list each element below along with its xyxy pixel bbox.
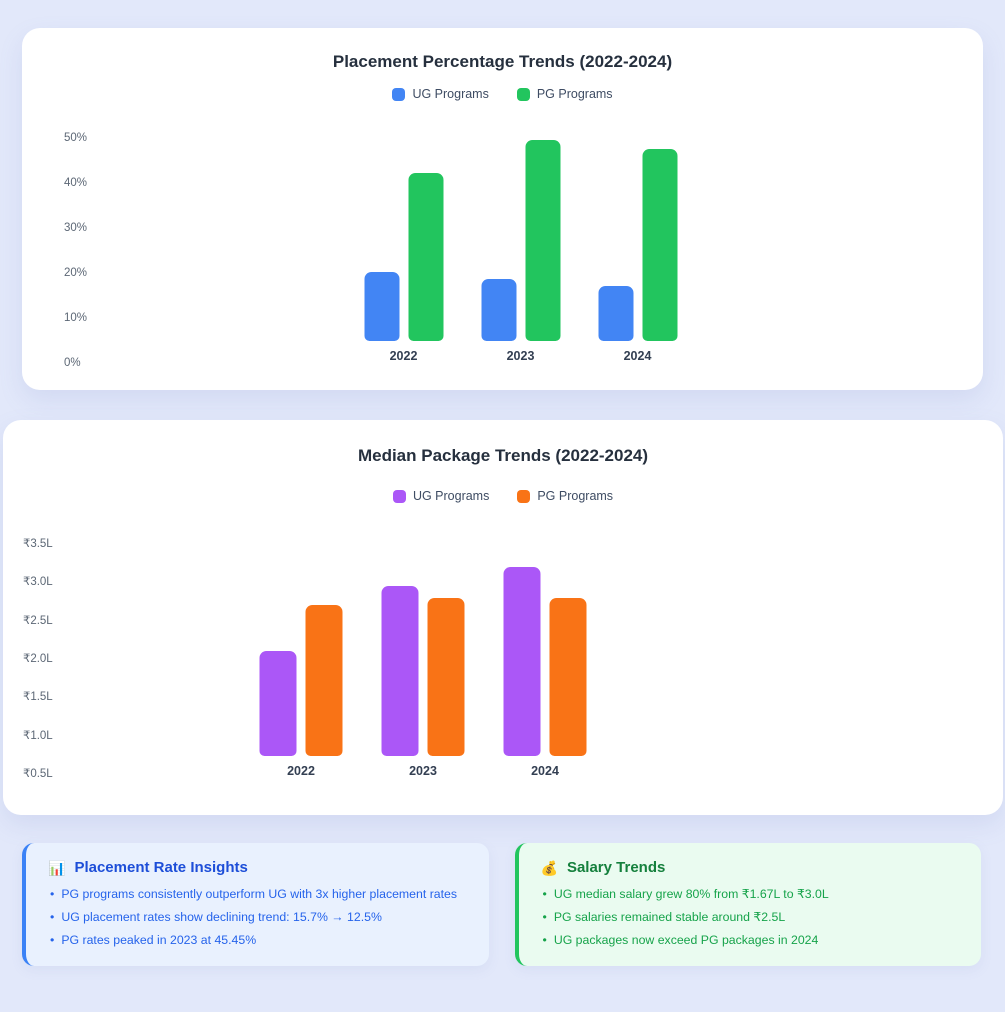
- insight-heading: 💰 Salary Trends: [541, 859, 960, 877]
- legend-label: UG Programs: [412, 87, 489, 101]
- insights-row: 📊 Placement Rate Insights PG programs co…: [22, 843, 981, 966]
- insight-bullet: PG programs consistently outperform UG w…: [50, 887, 467, 901]
- legend-item-ug-programs: UG Programs: [392, 488, 490, 504]
- money-bag-icon: 💰: [540, 860, 558, 876]
- insight-bullet: UG median salary grew 80% from ₹1.67L to…: [543, 887, 960, 901]
- bar-2022-ug-programs: [259, 651, 297, 756]
- bars: 2022 2023 2024: [364, 140, 677, 364]
- bars: 2022 2023 2024: [259, 567, 587, 779]
- bar-2023-ug-programs: [381, 586, 419, 756]
- insight-bullet: UG packages now exceed PG packages in 20…: [543, 933, 960, 947]
- y-tick: 20%: [64, 267, 88, 279]
- y-tick: 0%: [64, 357, 81, 369]
- x-tick-label: 2023: [506, 349, 535, 363]
- placement-dashboard: Placement Percentage Trends (2022-2024) …: [0, 28, 1005, 966]
- legend-label: PG Programs: [536, 87, 613, 101]
- legend-item-pg-programs: PG Programs: [517, 488, 613, 504]
- bar-2024-pg-programs: [642, 149, 677, 341]
- bar-2023-ug-programs: [481, 279, 516, 341]
- insight-bullet: PG rates peaked in 2023 at 45.45%: [50, 933, 467, 947]
- y-tick: ₹1.5L: [23, 691, 53, 704]
- chart-title: Placement Percentage Trends (2022-2024): [332, 52, 673, 71]
- salary-trends-card: 💰 Salary Trends UG median salary grew 80…: [514, 843, 981, 966]
- insight-list: UG median salary grew 80% from ₹1.67L to…: [541, 887, 960, 947]
- median-package-chart-card: Median Package Trends (2022-2024) UG Pro…: [3, 420, 1003, 815]
- bar-2022-pg-programs: [305, 605, 343, 756]
- bar-2022-ug-programs: [364, 272, 399, 341]
- legend-swatch: [392, 87, 406, 101]
- legend-swatch: [516, 87, 530, 101]
- insight-title: Placement Rate Insights: [74, 859, 248, 876]
- y-axis: ₹3.5L ₹3.0L ₹2.5L ₹2.0L ₹1.5L ₹1.0L ₹0.5L: [23, 537, 53, 781]
- x-tick-label: 2022: [389, 349, 418, 363]
- plot-area: ₹3.5L ₹3.0L ₹2.5L ₹2.0L ₹1.5L ₹1.0L ₹0.5L 2022…: [3, 516, 1003, 796]
- bar-group-2024: 2024: [598, 149, 677, 364]
- legend-label: UG Programs: [412, 489, 490, 503]
- chart-title: Median Package Trends (2022-2024): [357, 446, 649, 465]
- y-tick: ₹2.5L: [23, 614, 53, 627]
- y-tick: ₹3.0L: [23, 576, 53, 589]
- legend-swatch: [517, 489, 531, 503]
- y-tick: 50%: [64, 132, 88, 144]
- x-tick-label: 2023: [409, 764, 437, 778]
- bar-2024-pg-programs: [549, 598, 587, 756]
- insight-heading: 📊 Placement Rate Insights: [48, 859, 467, 877]
- bar-2024-ug-programs: [598, 286, 633, 341]
- y-tick: 40%: [64, 177, 88, 189]
- x-tick-label: 2022: [287, 764, 315, 778]
- bar-group-2023: 2023: [381, 586, 465, 779]
- y-tick: 30%: [64, 222, 88, 234]
- insight-title: Salary Trends: [566, 859, 666, 876]
- bar-group-2022: 2022: [364, 173, 443, 364]
- y-axis: 50% 40% 30% 20% 10% 0%: [64, 131, 87, 370]
- bar-group-2024: 2024: [503, 567, 587, 779]
- bar-2024-ug-programs: [503, 567, 541, 756]
- x-tick-label: 2024: [531, 764, 559, 778]
- placement-insights-card: 📊 Placement Rate Insights PG programs co…: [22, 843, 489, 966]
- bar-2023-pg-programs: [427, 598, 465, 756]
- y-tick: ₹1.0L: [23, 729, 53, 742]
- legend-swatch: [392, 489, 406, 503]
- legend: UG Programs PG Programs: [22, 86, 983, 102]
- placement-percentage-chart-card: Placement Percentage Trends (2022-2024) …: [22, 28, 983, 390]
- x-tick-label: 2024: [623, 349, 652, 363]
- bar-2022-pg-programs: [408, 173, 443, 341]
- legend-item-pg-programs: PG Programs: [516, 86, 613, 102]
- legend-item-ug-programs: UG Programs: [392, 86, 489, 102]
- y-tick: ₹3.5L: [23, 538, 53, 550]
- y-tick: ₹2.0L: [23, 652, 53, 665]
- plot-area: 50% 40% 30% 20% 10% 0% 2022 2023 2024: [22, 116, 983, 371]
- insight-bullet: UG placement rates show declining trend:…: [50, 910, 467, 924]
- y-tick: 10%: [64, 312, 88, 324]
- bar-2023-pg-programs: [525, 140, 560, 341]
- insight-bullet: PG salaries remained stable around ₹2.5L: [543, 910, 960, 924]
- bar-group-2023: 2023: [481, 140, 560, 364]
- bar-group-2022: 2022: [259, 605, 343, 779]
- legend: UG Programs PG Programs: [3, 488, 1003, 504]
- bar-chart-icon: 📊: [48, 860, 66, 876]
- insight-list: PG programs consistently outperform UG w…: [48, 887, 467, 947]
- y-tick: ₹0.5L: [23, 767, 53, 780]
- legend-label: PG Programs: [537, 489, 614, 503]
